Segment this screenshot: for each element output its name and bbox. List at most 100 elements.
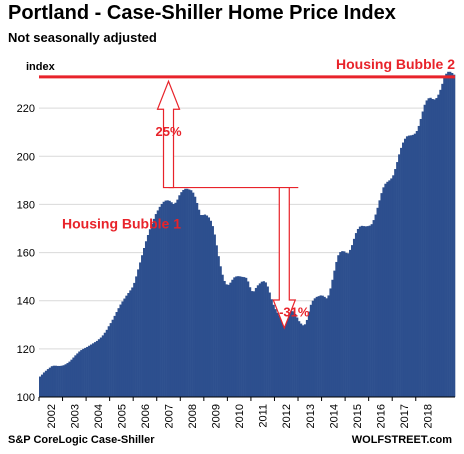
bar (400, 147, 403, 397)
bar (56, 365, 59, 397)
bar (366, 226, 369, 397)
bar (243, 277, 246, 397)
x-tick-label: 2008 (187, 404, 199, 428)
bar (270, 299, 273, 397)
x-tick-label: 2004 (93, 404, 105, 428)
bar (349, 249, 352, 397)
bar (119, 304, 122, 397)
bar (250, 291, 254, 397)
bar (227, 284, 230, 397)
bar (186, 188, 189, 397)
y-tick-label: 200 (17, 151, 35, 163)
bar (207, 217, 211, 397)
bar (174, 202, 177, 397)
y-axis-label: index (26, 61, 56, 73)
bar (337, 255, 340, 397)
bar (445, 73, 448, 398)
bar (72, 357, 75, 397)
bar (447, 71, 450, 398)
bar (168, 200, 171, 397)
bar (86, 346, 89, 397)
bar (368, 225, 371, 397)
y-tick-label: 140 (17, 296, 35, 308)
bar (197, 209, 201, 397)
bar (241, 276, 244, 397)
bar (97, 339, 101, 397)
bar (40, 374, 44, 397)
y-tick-label: 120 (17, 344, 35, 356)
bar (352, 238, 356, 397)
bar (331, 279, 334, 397)
bar (46, 369, 50, 397)
bar (384, 183, 387, 397)
bar (294, 313, 297, 397)
bar (423, 104, 426, 397)
bar (360, 225, 364, 397)
bar (362, 226, 366, 397)
bar (203, 214, 207, 397)
bar (48, 367, 52, 397)
bar (123, 298, 126, 397)
bar (152, 218, 156, 397)
chart-subtitle: Not seasonally adjusted (8, 30, 157, 45)
bar (309, 304, 313, 397)
bar (407, 135, 411, 397)
arrow-up (156, 79, 181, 189)
bar (374, 214, 377, 397)
bar (95, 340, 99, 397)
bar (453, 74, 456, 398)
bar (323, 296, 326, 397)
bar (144, 241, 148, 397)
bar (405, 136, 409, 397)
bar (213, 234, 216, 397)
bar (68, 361, 71, 397)
bar (303, 324, 307, 397)
bar (394, 169, 397, 397)
bar (396, 162, 399, 397)
bar (139, 262, 142, 397)
bar (166, 200, 169, 397)
bar (298, 321, 301, 397)
bar (219, 266, 222, 397)
bar (417, 125, 420, 397)
bar (199, 215, 203, 397)
bar (78, 351, 81, 397)
bar (84, 347, 87, 397)
bar (231, 279, 234, 397)
bar (235, 276, 238, 397)
x-tick-label: 2009 (211, 404, 223, 428)
bar (237, 276, 240, 397)
bar (325, 298, 328, 397)
bar (403, 138, 407, 398)
bar (194, 196, 197, 397)
bar (54, 365, 57, 397)
bar (258, 283, 262, 397)
bar (188, 189, 191, 397)
bar (80, 350, 83, 397)
bar (376, 207, 379, 397)
bar (170, 202, 173, 397)
bar (121, 301, 124, 397)
bar (378, 200, 381, 397)
bar (113, 315, 116, 397)
bar (201, 215, 205, 397)
y-tick-label: 220 (17, 103, 35, 115)
bar (103, 332, 107, 397)
bar (443, 77, 446, 397)
bar (229, 282, 232, 397)
bar (211, 226, 214, 397)
x-tick-label: 2016 (375, 404, 387, 428)
x-tick-label: 2003 (69, 404, 81, 428)
bar (335, 261, 338, 397)
bar (225, 284, 228, 397)
bar (111, 319, 114, 397)
bar (372, 220, 375, 397)
chart-title: Portland - Case-Shiller Home Price Index (8, 2, 396, 24)
bar (247, 281, 250, 397)
bar (274, 309, 277, 397)
bar (70, 359, 73, 397)
bar (125, 295, 128, 397)
bar (333, 270, 336, 397)
bar (233, 277, 236, 397)
